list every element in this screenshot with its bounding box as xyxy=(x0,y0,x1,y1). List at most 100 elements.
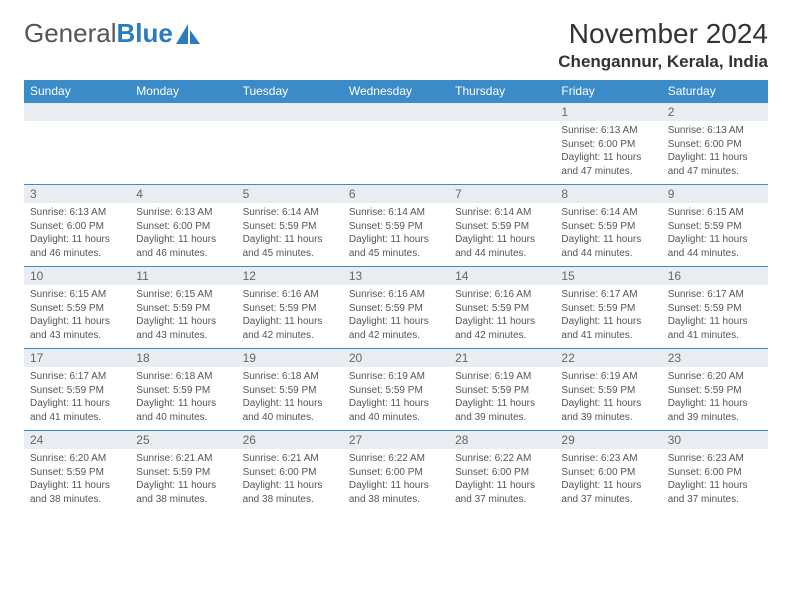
day-body: Sunrise: 6:13 AMSunset: 6:00 PMDaylight:… xyxy=(555,121,661,184)
daylight-line: Daylight: 11 hours and 41 minutes. xyxy=(30,397,124,424)
day-number: 16 xyxy=(662,267,768,285)
day-number: 28 xyxy=(449,431,555,449)
calendar-day-cell: 1Sunrise: 6:13 AMSunset: 6:00 PMDaylight… xyxy=(555,103,661,185)
calendar-day-cell: 11Sunrise: 6:15 AMSunset: 5:59 PMDayligh… xyxy=(130,267,236,349)
sunrise-line: Sunrise: 6:22 AM xyxy=(455,452,549,466)
sunset-line: Sunset: 5:59 PM xyxy=(455,384,549,398)
sunset-line: Sunset: 5:59 PM xyxy=(136,466,230,480)
sunrise-line: Sunrise: 6:15 AM xyxy=(668,206,762,220)
sunrise-line: Sunrise: 6:21 AM xyxy=(136,452,230,466)
day-body: Sunrise: 6:15 AMSunset: 5:59 PMDaylight:… xyxy=(24,285,130,348)
calendar-day-cell: 26 Sunrise: 6:21 AMSunset: 6:00 PMDayligh… xyxy=(237,431,343,513)
calendar-week-row: 3Sunrise: 6:13 AMSunset: 6:00 PMDaylight… xyxy=(24,185,768,267)
calendar-day-cell: 25Sunrise: 6:21 AMSunset: 5:59 PMDayligh… xyxy=(130,431,236,513)
sunrise-line: Sunrise: 6:21 AM xyxy=(243,452,337,466)
sunrise-line: Sunrise: 6:15 AM xyxy=(30,288,124,302)
sunset-line: Sunset: 5:59 PM xyxy=(243,220,337,234)
sunset-line: Sunset: 6:00 PM xyxy=(455,466,549,480)
calendar-day-cell: 15Sunrise: 6:17 AMSunset: 5:59 PMDayligh… xyxy=(555,267,661,349)
sunset-line: Sunset: 6:00 PM xyxy=(561,466,655,480)
daylight-line: Daylight: 11 hours and 47 minutes. xyxy=(668,151,762,178)
sunrise-line: Sunrise: 6:18 AM xyxy=(136,370,230,384)
sunset-line: Sunset: 5:59 PM xyxy=(243,302,337,316)
day-number: 6 xyxy=(343,185,449,203)
month-title: November 2024 xyxy=(558,18,768,50)
sunrise-line: Sunrise: 6:17 AM xyxy=(668,288,762,302)
day-body: Sunrise: 6:14 AMSunset: 5:59 PMDaylight:… xyxy=(449,203,555,266)
page-header: GeneralBlue November 2024 Chengannur, Ke… xyxy=(24,18,768,72)
day-body: Sunrise: 6:23 AMSunset: 6:00 PMDaylight:… xyxy=(555,449,661,512)
sunset-line: Sunset: 5:59 PM xyxy=(668,302,762,316)
sunset-line: Sunset: 5:59 PM xyxy=(668,384,762,398)
day-body xyxy=(130,121,236,183)
calendar-week-row: 24Sunrise: 6:20 AMSunset: 5:59 PMDayligh… xyxy=(24,431,768,513)
sunrise-line: Sunrise: 6:14 AM xyxy=(561,206,655,220)
calendar-day-cell: 6Sunrise: 6:14 AMSunset: 5:59 PMDaylight… xyxy=(343,185,449,267)
day-body: Sunrise: 6:18 AMSunset: 5:59 PMDaylight:… xyxy=(130,367,236,430)
day-number: 26 xyxy=(237,431,343,449)
sunset-line: Sunset: 5:59 PM xyxy=(30,466,124,480)
day-body: Sunrise: 6:22 AMSunset: 6:00 PMDaylight:… xyxy=(343,449,449,512)
weekday-header-row: SundayMondayTuesdayWednesdayThursdayFrid… xyxy=(24,80,768,103)
day-body: Sunrise: 6:15 AMSunset: 5:59 PMDaylight:… xyxy=(662,203,768,266)
daylight-line: Daylight: 11 hours and 37 minutes. xyxy=(561,479,655,506)
sunrise-line: Sunrise: 6:17 AM xyxy=(561,288,655,302)
sunrise-line: Sunrise: 6:23 AM xyxy=(561,452,655,466)
sunset-line: Sunset: 5:59 PM xyxy=(243,384,337,398)
day-number: 27 xyxy=(343,431,449,449)
sunrise-line: Sunrise: 6:13 AM xyxy=(561,124,655,138)
calendar-day-cell: 24Sunrise: 6:20 AMSunset: 5:59 PMDayligh… xyxy=(24,431,130,513)
daylight-line: Daylight: 11 hours and 40 minutes. xyxy=(243,397,337,424)
daylight-line: Daylight: 11 hours and 45 minutes. xyxy=(349,233,443,260)
day-number: 22 xyxy=(555,349,661,367)
daylight-line: Daylight: 11 hours and 42 minutes. xyxy=(455,315,549,342)
day-number: 7 xyxy=(449,185,555,203)
calendar-day-cell xyxy=(343,103,449,185)
sunrise-line: Sunrise: 6:20 AM xyxy=(30,452,124,466)
day-body: Sunrise: 6:16 AMSunset: 5:59 PMDaylight:… xyxy=(237,285,343,348)
daylight-line: Daylight: 11 hours and 46 minutes. xyxy=(136,233,230,260)
calendar-day-cell: 12Sunrise: 6:16 AMSunset: 5:59 PMDayligh… xyxy=(237,267,343,349)
calendar-day-cell: 13Sunrise: 6:16 AMSunset: 5:59 PMDayligh… xyxy=(343,267,449,349)
calendar-day-cell: 4Sunrise: 6:13 AMSunset: 6:00 PMDaylight… xyxy=(130,185,236,267)
sunset-line: Sunset: 6:00 PM xyxy=(243,466,337,480)
weekday-header: Friday xyxy=(555,80,661,103)
sunset-line: Sunset: 5:59 PM xyxy=(136,302,230,316)
sunset-line: Sunset: 5:59 PM xyxy=(561,220,655,234)
day-body: Sunrise: 6:13 AMSunset: 6:00 PMDaylight:… xyxy=(130,203,236,266)
day-number: 17 xyxy=(24,349,130,367)
day-number: 20 xyxy=(343,349,449,367)
daylight-line: Daylight: 11 hours and 41 minutes. xyxy=(561,315,655,342)
calendar-table: SundayMondayTuesdayWednesdayThursdayFrid… xyxy=(24,80,768,512)
weekday-header: Sunday xyxy=(24,80,130,103)
day-body: Sunrise: 6:19 AMSunset: 5:59 PMDaylight:… xyxy=(343,367,449,430)
daylight-line: Daylight: 11 hours and 44 minutes. xyxy=(455,233,549,260)
day-number: 29 xyxy=(555,431,661,449)
calendar-day-cell: 29Sunrise: 6:23 AMSunset: 6:00 PMDayligh… xyxy=(555,431,661,513)
sunset-line: Sunset: 5:59 PM xyxy=(668,220,762,234)
day-body: Sunrise: 6:17 AMSunset: 5:59 PMDaylight:… xyxy=(555,285,661,348)
day-body: Sunrise: 6:13 AMSunset: 6:00 PMDaylight:… xyxy=(24,203,130,266)
day-number: 24 xyxy=(24,431,130,449)
daylight-line: Daylight: 11 hours and 38 minutes. xyxy=(243,479,337,506)
calendar-day-cell: 18Sunrise: 6:18 AMSunset: 5:59 PMDayligh… xyxy=(130,349,236,431)
sunset-line: Sunset: 5:59 PM xyxy=(349,384,443,398)
day-body: Sunrise: 6:17 AMSunset: 5:59 PMDaylight:… xyxy=(24,367,130,430)
daylight-line: Daylight: 11 hours and 44 minutes. xyxy=(561,233,655,260)
day-number: 14 xyxy=(449,267,555,285)
calendar-day-cell: 27Sunrise: 6:22 AMSunset: 6:00 PMDayligh… xyxy=(343,431,449,513)
day-number: 13 xyxy=(343,267,449,285)
sunset-line: Sunset: 5:59 PM xyxy=(30,384,124,398)
sunrise-line: Sunrise: 6:19 AM xyxy=(349,370,443,384)
sunset-line: Sunset: 6:00 PM xyxy=(668,466,762,480)
daylight-line: Daylight: 11 hours and 38 minutes. xyxy=(349,479,443,506)
day-number: 15 xyxy=(555,267,661,285)
sunrise-line: Sunrise: 6:16 AM xyxy=(349,288,443,302)
day-number: 4 xyxy=(130,185,236,203)
calendar-day-cell: 20Sunrise: 6:19 AMSunset: 5:59 PMDayligh… xyxy=(343,349,449,431)
day-body: Sunrise: 6:20 AMSunset: 5:59 PMDaylight:… xyxy=(662,367,768,430)
weekday-header: Tuesday xyxy=(237,80,343,103)
sunset-line: Sunset: 5:59 PM xyxy=(349,220,443,234)
day-number xyxy=(130,103,236,121)
day-number: 2 xyxy=(662,103,768,121)
